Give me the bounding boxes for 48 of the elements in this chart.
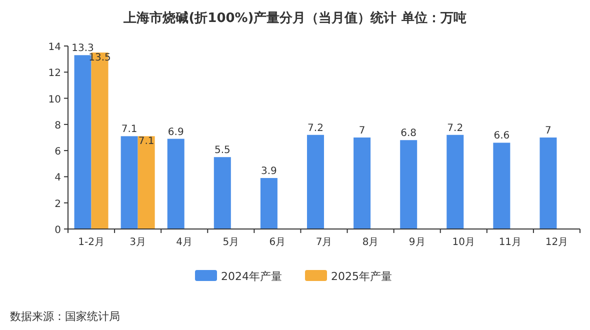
bar — [214, 157, 231, 229]
bar — [400, 140, 418, 229]
source-note: 数据来源：国家统计局 — [10, 310, 120, 323]
data-label: 6.9 — [168, 126, 184, 138]
data-label: 7 — [545, 126, 552, 136]
data-label: 7 — [358, 126, 366, 136]
data-label: 13.3 — [72, 43, 94, 54]
bar — [493, 142, 510, 229]
y-tick-label: 0 — [54, 225, 61, 236]
data-label: 7.2 — [447, 122, 464, 134]
y-tick-label: 2 — [54, 198, 61, 210]
x-tick-label: 4月 — [176, 237, 193, 248]
y-tick-label: 10 — [48, 94, 61, 106]
bar — [540, 138, 557, 229]
bar — [120, 136, 138, 229]
x-tick-label: 5月 — [222, 237, 240, 248]
bar — [260, 178, 278, 229]
x-tick-label: 7月 — [316, 237, 332, 248]
y-tick-label: 6 — [54, 146, 61, 158]
bar — [138, 136, 155, 229]
bar — [307, 134, 324, 229]
x-tick-label: 1-2月 — [78, 237, 104, 248]
legend-label: 2024年产量 — [221, 270, 282, 283]
x-tick-label: 12月 — [545, 237, 568, 248]
x-tick-label: 6月 — [269, 237, 286, 248]
x-tick-label: 11月 — [498, 237, 522, 248]
chart-title: 上海市烧碱(折100%)产量分月（当月值）统计 单位：万吨 — [122, 10, 466, 26]
x-tick-label: 8月 — [362, 237, 379, 248]
x-tick-label: 10月 — [452, 237, 476, 248]
bar — [167, 138, 184, 229]
y-tick-label: 12 — [48, 68, 61, 80]
bar — [446, 134, 464, 229]
data-label: 3.9 — [261, 166, 277, 178]
x-tick-label: 9月 — [408, 237, 426, 248]
data-label: 7.1 — [121, 124, 138, 136]
bar — [74, 55, 92, 229]
data-label: 5.5 — [214, 145, 230, 156]
y-tick-label: 8 — [54, 120, 61, 132]
bar — [354, 138, 371, 229]
data-label: 6.8 — [400, 128, 417, 140]
data-label: 7.1 — [138, 136, 154, 148]
legend-label: 2025年产量 — [331, 270, 392, 283]
data-label: 7.2 — [308, 122, 324, 134]
y-tick-label: 4 — [54, 172, 61, 184]
data-label: 6.6 — [494, 130, 510, 142]
x-tick-label: 3月 — [130, 237, 146, 248]
bar — [91, 52, 108, 229]
y-tick-label: 14 — [48, 42, 61, 53]
